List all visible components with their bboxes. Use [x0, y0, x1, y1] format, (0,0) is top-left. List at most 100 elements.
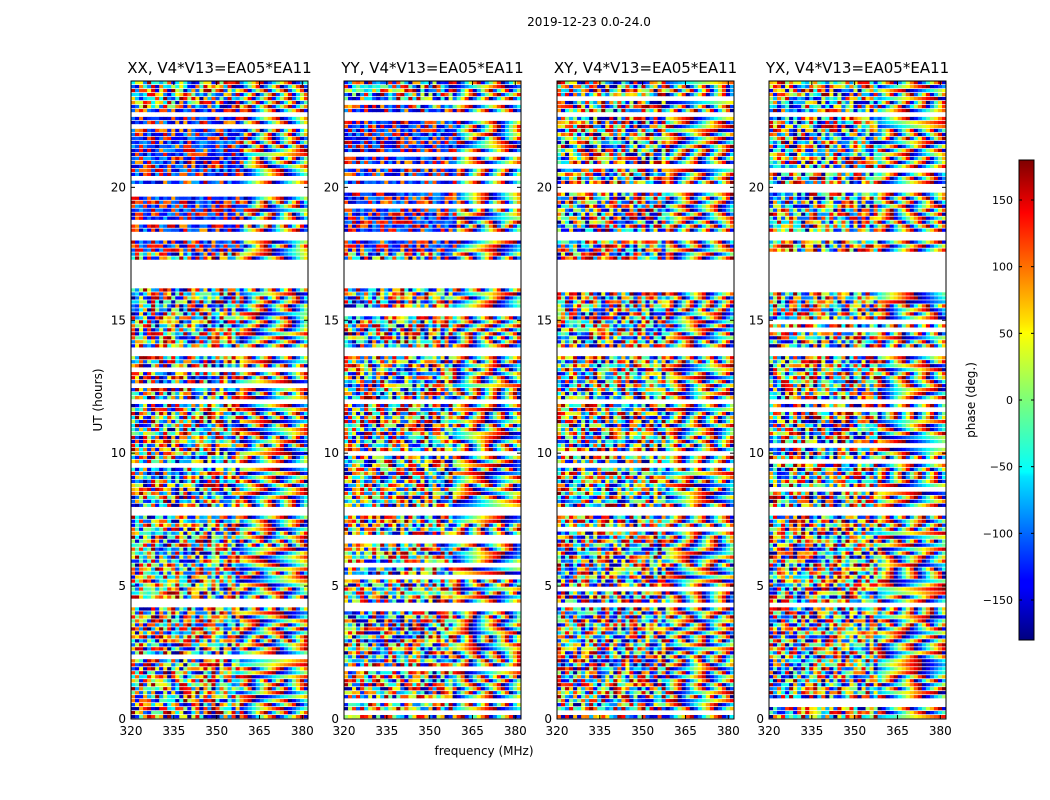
heatmap-cell [231, 419, 236, 424]
heatmap-cell [291, 81, 297, 85]
heatmap-cell [291, 627, 297, 631]
heatmap-cell [171, 411, 176, 416]
heatmap-cell [283, 423, 289, 428]
heatmap-cell [235, 156, 241, 161]
heatmap-cell [291, 471, 297, 476]
heatmap-cell [271, 340, 277, 344]
heatmap-cell [159, 623, 164, 627]
heatmap-cell [271, 531, 277, 535]
heatmap-cell [131, 288, 136, 292]
heatmap-cell [267, 595, 273, 599]
heatmap-cell [211, 471, 216, 476]
heatmap-cell [143, 635, 148, 639]
heatmap-cell [287, 300, 293, 304]
heatmap-cell [235, 244, 241, 248]
heatmap-cell [167, 559, 172, 563]
heatmap-cell [291, 296, 297, 300]
heatmap-cell [203, 81, 208, 85]
heatmap-cell [191, 248, 196, 252]
heatmap-cell [303, 204, 309, 208]
heatmap-cell [235, 196, 241, 200]
heatmap-cell [187, 84, 192, 89]
heatmap-cell [223, 128, 228, 133]
heatmap-cell [227, 531, 232, 535]
heatmap-cell [195, 228, 200, 232]
heatmap-cell [175, 439, 180, 444]
heatmap-cell [251, 427, 257, 432]
heatmap-cell [147, 84, 152, 89]
heatmap-cell [183, 312, 188, 316]
heatmap-cell [259, 140, 265, 145]
heatmap-cell [299, 100, 305, 105]
heatmap-cell [179, 615, 184, 619]
heatmap-cell [219, 595, 224, 599]
heatmap-cell [179, 388, 184, 392]
heatmap-cell [303, 531, 309, 535]
heatmap-cell [175, 547, 180, 551]
heatmap-cell [135, 224, 140, 228]
heatmap-cell [235, 140, 241, 145]
heatmap-cell [279, 224, 285, 228]
heatmap-cell [159, 140, 164, 145]
heatmap-cell [179, 415, 184, 420]
heatmap-cell [207, 144, 212, 149]
heatmap-cell [183, 228, 188, 232]
heatmap-cell [271, 427, 277, 432]
heatmap-cell [139, 204, 144, 208]
heatmap-cell [187, 376, 192, 380]
heatmap-cell [239, 431, 245, 436]
heatmap-cell [247, 451, 253, 456]
heatmap-cell [259, 503, 265, 507]
heatmap-cell [243, 531, 249, 535]
heatmap-cell [151, 288, 156, 292]
heatmap-cell [295, 467, 301, 472]
heatmap-cell [243, 164, 249, 169]
heatmap-cell [147, 483, 152, 488]
heatmap-cell [263, 563, 269, 567]
heatmap-cell [171, 96, 176, 101]
heatmap-cell [271, 631, 277, 635]
heatmap-cell [167, 563, 172, 567]
heatmap-cell [179, 128, 184, 133]
heatmap-cell [207, 415, 212, 420]
heatmap-cell [279, 81, 285, 85]
heatmap-cell [167, 168, 172, 172]
heatmap-cell [239, 256, 245, 260]
heatmap-cell [235, 292, 241, 296]
heatmap-cell [243, 439, 249, 444]
heatmap-cell [231, 292, 236, 296]
heatmap-cell [147, 459, 152, 464]
heatmap-cell [207, 196, 212, 200]
heatmap-cell [267, 252, 273, 256]
heatmap-cell [211, 296, 216, 300]
heatmap-cell [187, 459, 192, 464]
heatmap-cell [159, 120, 164, 125]
heatmap-cell [211, 328, 216, 332]
heatmap-cell [243, 483, 249, 488]
heatmap-cell [283, 332, 289, 336]
heatmap-cell [259, 128, 265, 133]
heatmap-cell [271, 423, 277, 428]
heatmap-cell [155, 392, 160, 396]
heatmap-cell [167, 443, 172, 448]
heatmap-cell [199, 411, 204, 416]
heatmap-cell [203, 559, 208, 563]
heatmap-cell [259, 415, 265, 420]
heatmap-cell [243, 423, 249, 428]
heatmap-cell [175, 344, 180, 348]
heatmap-cell [211, 627, 216, 631]
heatmap-cell [147, 292, 152, 296]
heatmap-cell [203, 312, 208, 316]
heatmap-cell [191, 168, 196, 172]
heatmap-cell [255, 360, 261, 364]
heatmap-cell [295, 128, 301, 133]
heatmap-cell [291, 487, 297, 491]
heatmap-cell [175, 152, 180, 157]
heatmap-cell [283, 515, 289, 519]
heatmap-cell [195, 332, 200, 336]
heatmap-cell [231, 332, 236, 336]
heatmap-cell [291, 519, 297, 523]
heatmap-cell [279, 88, 285, 93]
heatmap-cell [199, 403, 204, 408]
heatmap-cell [139, 372, 144, 376]
